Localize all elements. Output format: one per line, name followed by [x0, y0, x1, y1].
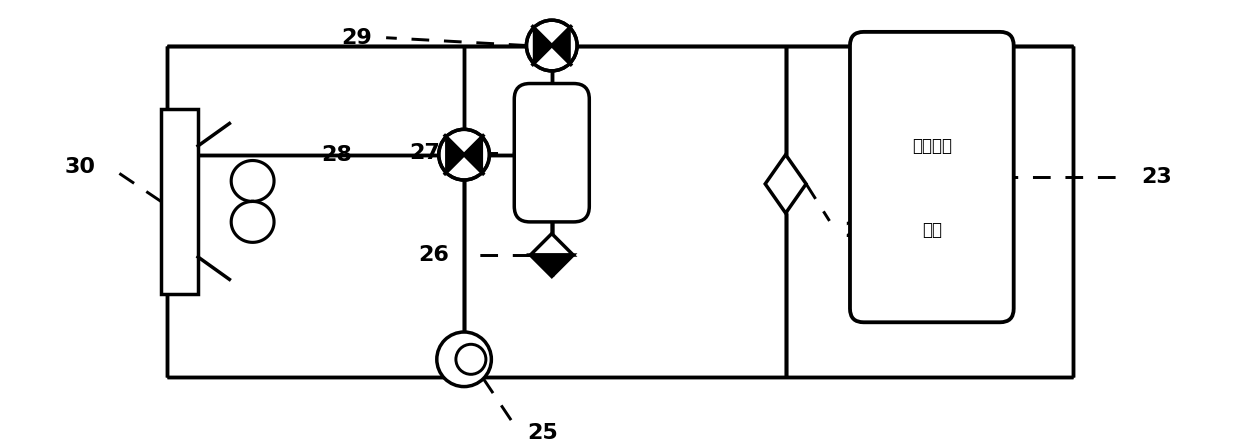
Circle shape — [436, 332, 491, 387]
Text: 电堆: 电堆 — [921, 221, 942, 239]
Circle shape — [456, 344, 486, 374]
Text: 24: 24 — [844, 221, 875, 241]
Polygon shape — [445, 155, 484, 173]
Text: 燃料电池: 燃料电池 — [911, 136, 952, 154]
Circle shape — [439, 129, 490, 180]
Polygon shape — [533, 45, 570, 65]
Text: 26: 26 — [419, 245, 449, 265]
FancyBboxPatch shape — [515, 83, 589, 222]
Text: 25: 25 — [527, 423, 558, 442]
Text: 30: 30 — [64, 157, 95, 178]
Polygon shape — [765, 155, 806, 213]
Polygon shape — [533, 26, 552, 65]
Circle shape — [527, 20, 577, 71]
Bar — [161, 109, 198, 294]
Polygon shape — [445, 136, 484, 155]
Polygon shape — [445, 136, 464, 173]
Polygon shape — [533, 26, 570, 45]
Polygon shape — [531, 255, 573, 277]
FancyBboxPatch shape — [849, 32, 1013, 322]
Text: 28: 28 — [321, 145, 352, 165]
Text: 23: 23 — [1141, 167, 1172, 187]
Polygon shape — [531, 234, 573, 255]
Text: 29: 29 — [341, 28, 372, 48]
Text: 27: 27 — [409, 143, 440, 163]
Polygon shape — [552, 26, 570, 65]
Polygon shape — [464, 136, 484, 173]
